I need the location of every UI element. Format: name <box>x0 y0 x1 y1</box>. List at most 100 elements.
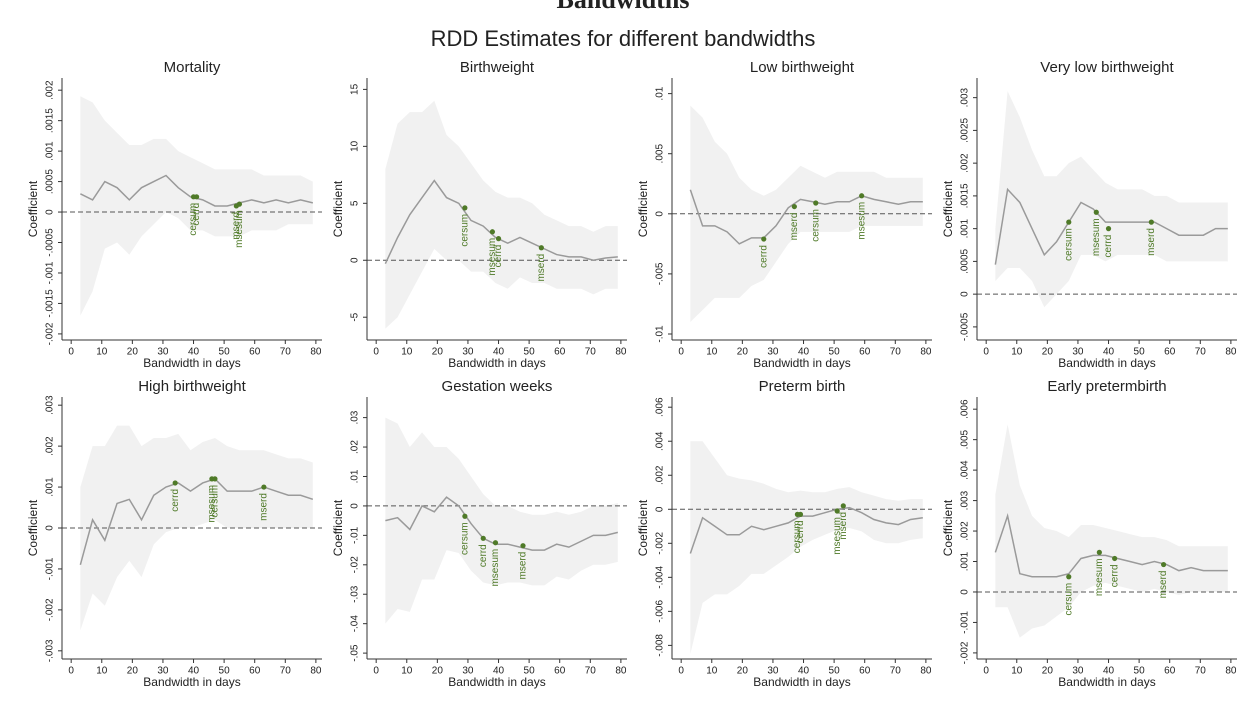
x-tick-label: 70 <box>1195 347 1207 358</box>
y-tick-label: .004 <box>960 460 971 480</box>
x-tick-label: 70 <box>890 347 902 358</box>
y-tick-label: 0 <box>45 525 56 531</box>
x-axis-label: Bandwidth in days <box>753 675 850 689</box>
x-tick-label: 0 <box>678 347 684 358</box>
x-tick-label: 30 <box>157 666 169 677</box>
x-tick-label: 80 <box>1225 666 1237 677</box>
bandwidth-marker <box>462 513 468 519</box>
x-tick-label: 70 <box>280 347 292 358</box>
x-tick-label: 10 <box>1011 347 1023 358</box>
x-tick-label: 50 <box>1134 347 1146 358</box>
bandwidth-marker <box>172 480 178 486</box>
panel-title: Early pretermbirth <box>1047 378 1166 395</box>
marker-label: cerrd <box>478 544 489 567</box>
x-tick-label: 70 <box>585 666 597 677</box>
y-tick-label: 0 <box>960 589 971 595</box>
x-tick-label: 60 <box>554 666 566 677</box>
x-tick-label: 70 <box>1195 666 1207 677</box>
x-tick-label: 50 <box>829 347 841 358</box>
y-tick-label: .001 <box>45 477 56 497</box>
y-tick-label: -.04 <box>350 615 361 633</box>
confidence-band <box>995 91 1228 308</box>
y-tick-label: .01 <box>655 86 666 100</box>
marker-label: cersum <box>460 214 471 247</box>
panel-title: High birthweight <box>138 378 246 395</box>
y-tick-label: .002 <box>45 80 56 100</box>
page-title: RDD Estimates for different bandwidths <box>431 26 816 51</box>
bandwidth-marker <box>1066 574 1072 580</box>
marker-label: msesum <box>234 210 245 248</box>
y-axis-label: Coefficient <box>331 180 345 237</box>
marker-label: cersum <box>810 209 821 242</box>
confidence-band <box>80 425 313 631</box>
bandwidth-marker <box>791 203 797 210</box>
marker-label: mserd <box>789 213 800 241</box>
x-tick-label: 70 <box>280 666 292 677</box>
y-tick-label: .01 <box>350 469 361 483</box>
x-tick-label: 0 <box>373 347 379 358</box>
y-tick-label: -.001 <box>960 611 971 634</box>
x-tick-label: 30 <box>767 347 779 358</box>
bandwidth-marker <box>1160 561 1167 568</box>
y-tick-label: -.005 <box>655 262 666 285</box>
bandwidth-marker <box>495 236 502 242</box>
y-tick-label: .0005 <box>960 248 971 273</box>
y-tick-label: 0 <box>655 211 666 217</box>
x-tick-label: 40 <box>188 347 200 358</box>
marker-label: cersum <box>1063 583 1074 616</box>
x-tick-label: 20 <box>1042 666 1054 677</box>
estimate-line <box>994 512 1228 578</box>
x-axis-label: Bandwidth in days <box>448 356 545 370</box>
x-tick-label: 30 <box>767 666 779 677</box>
confidence-band <box>385 417 618 624</box>
marker-label: msesum <box>487 238 498 276</box>
y-tick-label: -.002 <box>45 598 56 621</box>
x-tick-label: 80 <box>310 347 322 358</box>
marker-label: cerrd <box>1103 235 1114 258</box>
panel-title: Very low birthweight <box>1040 59 1174 76</box>
x-tick-label: 0 <box>68 666 74 677</box>
y-tick-label: -.001 <box>45 557 56 580</box>
y-tick-label: 0 <box>45 209 56 215</box>
y-axis-label: Coefficient <box>331 499 345 556</box>
x-tick-label: 10 <box>1011 666 1023 677</box>
x-tick-label: 60 <box>859 666 871 677</box>
x-tick-label: 80 <box>615 347 627 358</box>
marker-label: cerrd <box>170 489 181 512</box>
x-tick-label: 50 <box>524 347 536 358</box>
bandwidth-marker <box>462 205 468 211</box>
x-tick-label: 30 <box>157 347 169 358</box>
x-tick-label: 10 <box>96 347 108 358</box>
x-tick-label: 50 <box>219 347 231 358</box>
bandwidth-marker <box>761 236 767 242</box>
marker-label: cerrd <box>758 245 769 268</box>
bandwidth-marker <box>840 503 846 509</box>
marker-label: mserd <box>259 493 270 521</box>
x-tick-label: 10 <box>401 347 413 358</box>
y-tick-label: -.01 <box>655 325 666 343</box>
marker-label: msesum <box>490 549 501 587</box>
estimate-line <box>689 189 923 245</box>
x-axis-label: Bandwidth in days <box>448 675 545 689</box>
y-tick-label: -5 <box>350 312 361 321</box>
estimate-line <box>384 179 618 264</box>
x-tick-label: 60 <box>1164 666 1176 677</box>
marker-label: cerrd <box>795 520 806 543</box>
y-tick-label: .005 <box>655 144 666 164</box>
marker-label: cerrd <box>191 203 202 226</box>
marker-label: msesum <box>1091 218 1102 256</box>
x-tick-label: 70 <box>890 666 902 677</box>
marker-label: cersum <box>460 522 471 555</box>
x-tick-label: 80 <box>310 666 322 677</box>
y-tick-label: .003 <box>960 490 971 510</box>
y-tick-label: .004 <box>655 431 666 451</box>
y-tick-label: .0015 <box>960 183 971 208</box>
y-tick-label: .03 <box>350 410 361 424</box>
page-top-title: Bandwidths <box>557 0 690 14</box>
bandwidth-marker <box>233 203 239 209</box>
y-tick-label: .006 <box>960 399 971 419</box>
y-tick-label: .02 <box>350 440 361 454</box>
x-tick-label: 20 <box>1042 347 1054 358</box>
marker-label: mserd <box>231 212 242 240</box>
